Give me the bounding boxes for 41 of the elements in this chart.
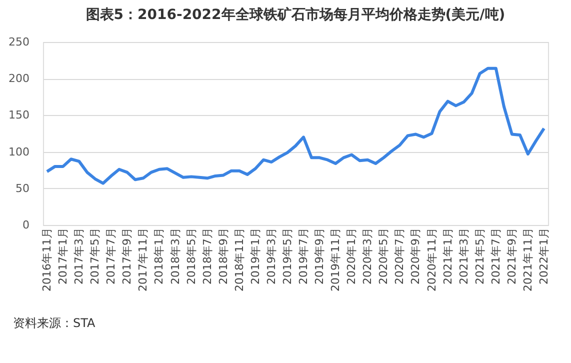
x-tick-label: 2021年1月 — [441, 228, 454, 284]
x-tick-label: 2022年1月 — [537, 228, 550, 284]
y-tick-label: 0 — [22, 218, 30, 232]
x-tick-label: 2021年9月 — [505, 228, 518, 284]
x-tick-label: 2021年3月 — [457, 228, 470, 284]
x-tick-label: 2016年11月 — [40, 228, 54, 292]
x-tick-label: 2017年5月 — [88, 228, 102, 284]
x-tick-label: 2019年9月 — [313, 228, 326, 284]
x-tick-label: 2021年11月 — [521, 228, 534, 292]
x-tick-label: 2020年3月 — [361, 228, 374, 284]
x-tick-label: 2017年3月 — [72, 228, 86, 284]
y-tick-label: 250 — [8, 36, 30, 48]
text: 资料来源：STA — [13, 316, 96, 330]
y-tick-label: 150 — [8, 108, 30, 122]
x-tick-label: 2018年11月 — [232, 228, 246, 292]
x-tick-label: 2020年11月 — [425, 228, 438, 292]
x-tick-label: 2018年5月 — [184, 228, 198, 284]
x-tick-label: 2018年9月 — [216, 228, 230, 284]
line-series — [46, 66, 546, 185]
x-tick-label: 2020年9月 — [409, 228, 422, 284]
x-tick-label: 2020年1月 — [345, 228, 358, 284]
x-tick-label: 2018年3月 — [168, 228, 182, 284]
x-tick-label: 2018年1月 — [152, 228, 166, 284]
chart-title: 图表5：2016-2022年全球铁矿石市场每月平均价格走势(美元/吨) — [86, 6, 506, 23]
x-tick-label: 2017年11月 — [136, 228, 150, 292]
x-tick-label: 2021年5月 — [473, 228, 486, 284]
x-tick-label: 2019年7月 — [297, 228, 310, 284]
x-tick-label: 2017年1月 — [56, 228, 70, 284]
y-tick-label: 50 — [16, 182, 30, 195]
y-tick-label: 100 — [8, 145, 30, 158]
x-tick-label: 2020年7月 — [393, 228, 406, 284]
x-tick-label: 2019年5月 — [280, 228, 294, 284]
x-tick-label: 2019年11月 — [329, 228, 342, 292]
x-tick-label: 2017年7月 — [104, 228, 118, 284]
x-tick-label: 2020年5月 — [377, 228, 390, 284]
y-tick-label: 200 — [8, 72, 30, 86]
x-tick-label: 2021年7月 — [489, 228, 502, 284]
x-tick-label: 2018年7月 — [200, 228, 214, 284]
x-tick-label: 2019年3月 — [264, 228, 278, 284]
x-tick-label: 2017年9月 — [120, 228, 134, 284]
x-tick-label: 2019年1月 — [248, 228, 262, 284]
